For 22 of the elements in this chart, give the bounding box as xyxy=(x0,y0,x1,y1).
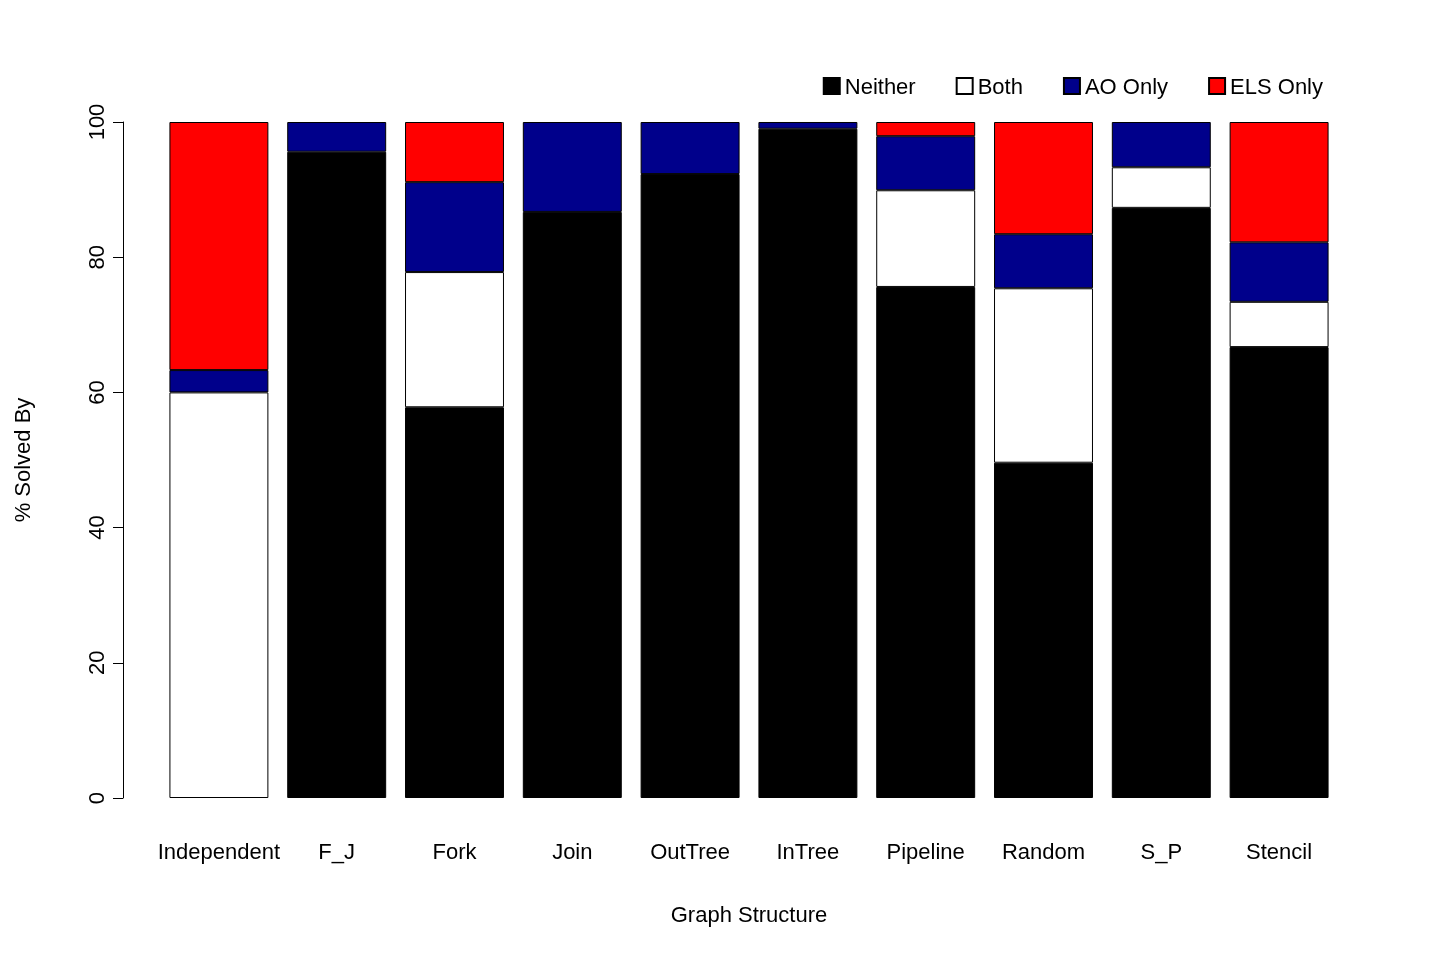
x-tick-label: F_J xyxy=(318,838,356,864)
x-tick-label: Pipeline xyxy=(886,838,965,864)
x-axis-title: Graph Structure xyxy=(670,901,828,927)
legend-label: Both xyxy=(977,73,1023,99)
x-tick-label: Stencil xyxy=(1246,838,1313,864)
y-tick-label: 80 xyxy=(83,244,109,270)
y-tick-label: 60 xyxy=(83,380,109,405)
x-tick-label: Fork xyxy=(432,838,478,864)
x-tick-label: Random xyxy=(1001,838,1086,864)
x-tick-label: OutTree xyxy=(650,838,731,864)
x-tick-label: InTree xyxy=(776,838,840,864)
legend-label: Neither xyxy=(844,73,916,99)
x-tick-label: Independent xyxy=(157,838,281,864)
x-tick-label: Join xyxy=(552,838,593,864)
y-tick-label: 40 xyxy=(83,515,109,540)
legend-label: ELS Only xyxy=(1230,73,1324,99)
y-tick-label: 20 xyxy=(83,650,109,676)
x-tick-label: S_P xyxy=(1140,838,1183,864)
legend-label: AO Only xyxy=(1084,73,1169,99)
y-tick-label: 100 xyxy=(83,103,109,141)
y-axis-title: % Solved By xyxy=(9,397,35,523)
y-tick-label: 0 xyxy=(83,791,109,805)
